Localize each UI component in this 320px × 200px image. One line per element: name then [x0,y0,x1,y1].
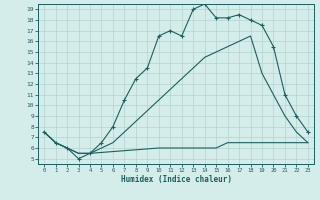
X-axis label: Humidex (Indice chaleur): Humidex (Indice chaleur) [121,175,231,184]
